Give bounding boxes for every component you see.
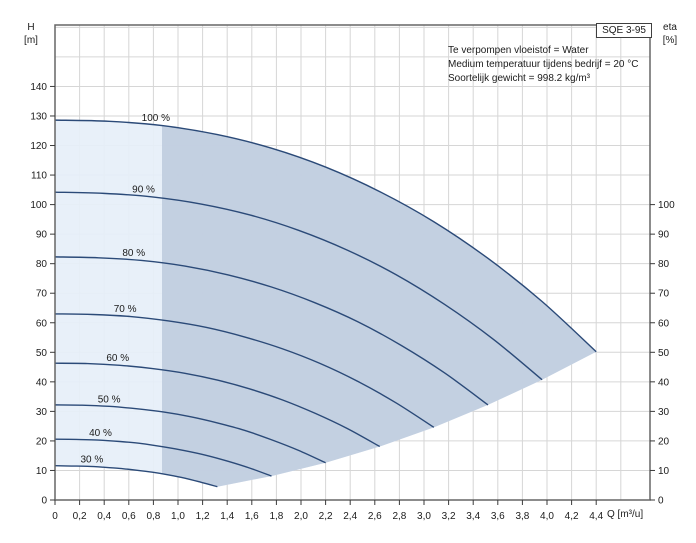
y-axis-right-tick-label: 10 <box>658 466 670 477</box>
medium-info-block: Te verpompen vloeistof = Water Medium te… <box>448 44 638 86</box>
speed-curve-60 <box>54 362 381 448</box>
y-axis-left-tick-label: 0 <box>41 496 47 507</box>
info-line-fluid: Te verpompen vloeistof = Water <box>448 45 589 56</box>
y-axis-left-tick-label: 60 <box>36 318 48 329</box>
y-axis-left-tick-label: 130 <box>30 111 47 122</box>
x-axis-tick-label: 4,0 <box>540 511 554 522</box>
x-axis-tick-label: 2,0 <box>294 511 308 522</box>
speed-curve-label-80: 80 % <box>122 248 145 259</box>
y-axis-title-right-symbol: eta <box>663 22 677 33</box>
y-axis-right-tick-label: 70 <box>658 289 670 300</box>
speed-curve-90 <box>54 191 543 381</box>
y-axis-left-tick-label: 30 <box>36 407 48 418</box>
y-axis-left-tick-label: 10 <box>36 466 48 477</box>
speed-curve-label-50: 50 % <box>98 394 121 405</box>
x-axis-tick-label: 2,8 <box>392 511 406 522</box>
y-axis-right-tick-label: 0 <box>658 496 664 507</box>
x-axis-tick-label: 1,0 <box>171 511 185 522</box>
x-axis-tick-label: 2,6 <box>368 511 382 522</box>
speed-curve-30 <box>54 465 218 488</box>
y-axis-left-tick-label: 120 <box>30 141 47 152</box>
y-axis-left-tick-label: 70 <box>36 289 48 300</box>
y-axis-left-tick-label: 80 <box>36 259 48 270</box>
y-axis-title-left-symbol: H <box>27 22 35 33</box>
y-axis-left-tick-label: 40 <box>36 377 48 388</box>
y-axis-left-tick-label: 100 <box>30 200 47 211</box>
x-axis-tick-label: 1,8 <box>269 511 283 522</box>
speed-curve-100 <box>54 119 597 353</box>
plot-frame <box>54 24 651 501</box>
y-axis-left-tick-label: 140 <box>30 82 47 93</box>
y-axis-left-tick-label: 90 <box>36 230 48 241</box>
y-axis-title-right: eta [%] <box>652 21 688 47</box>
y-axis-right-tick-label: 60 <box>658 318 670 329</box>
x-axis-tick-label: 0,2 <box>73 511 87 522</box>
y-axis-title-right-unit: [%] <box>662 35 678 46</box>
x-axis-tick-label: 0,6 <box>122 511 136 522</box>
speed-curve-label-60: 60 % <box>106 353 129 364</box>
y-axis-right-tick-label: 40 <box>658 377 670 388</box>
pump-model-badge: SQE 3-95 <box>596 23 652 38</box>
speed-curve-label-90: 90 % <box>132 184 155 195</box>
x-axis-tick-label: 3,2 <box>442 511 456 522</box>
info-line-density: Soortelijk gewicht = 998.2 kg/m³ <box>448 73 591 84</box>
y-axis-right-tick-label: 30 <box>658 407 670 418</box>
y-axis-title-left: H [m] <box>14 21 48 47</box>
y-axis-left-tick-label: 110 <box>31 171 47 182</box>
x-axis-tick-label: 4,2 <box>565 511 579 522</box>
x-axis-tick-label: 4,4 <box>589 511 603 522</box>
x-axis-tick-label: 3,8 <box>515 511 529 522</box>
y-axis-left-tick-label: 50 <box>36 348 48 359</box>
x-axis-unit-label: Q [m³/u] <box>607 509 644 520</box>
x-axis-tick-label: 1,6 <box>245 511 259 522</box>
x-axis-tick-label: 0 <box>52 511 58 522</box>
y-axis-right-tick-label: 20 <box>658 436 670 447</box>
x-axis-tick-label: 0,4 <box>97 511 111 522</box>
y-axis-left-tick-label: 20 <box>36 436 48 447</box>
speed-curve-80 <box>54 256 489 406</box>
y-axis-title-left-unit: [m] <box>24 35 38 46</box>
info-line-temperature: Medium temperatuur tijdens bedrijf = 20 … <box>448 59 639 70</box>
x-axis-tick-label: 3,6 <box>491 511 505 522</box>
x-axis-tick-label: 2,4 <box>343 511 357 522</box>
speed-curve-label-40: 40 % <box>89 428 112 439</box>
x-axis-tick-label: 3,0 <box>417 511 431 522</box>
y-axis-right-tick-label: 90 <box>658 230 670 241</box>
x-axis-tick-label: 1,4 <box>220 511 234 522</box>
y-axis-right-tick-label: 100 <box>658 200 675 211</box>
speed-curve-label-30: 30 % <box>81 455 104 466</box>
x-axis-tick-label: 2,2 <box>319 511 333 522</box>
x-axis-tick-label: 1,2 <box>196 511 210 522</box>
operating-range-dark-fill <box>162 125 597 487</box>
x-axis-tick-label: 3,4 <box>466 511 480 522</box>
y-axis-right-tick-label: 80 <box>658 259 670 270</box>
speed-curve-label-100: 100 % <box>142 113 170 124</box>
x-axis-tick-label: 0,8 <box>146 511 160 522</box>
speed-curve-40 <box>54 438 272 477</box>
speed-curve-label-70: 70 % <box>114 304 137 315</box>
speed-curve-70 <box>54 313 435 428</box>
speed-curve-50 <box>54 404 326 464</box>
y-axis-right-tick-label: 50 <box>658 348 670 359</box>
